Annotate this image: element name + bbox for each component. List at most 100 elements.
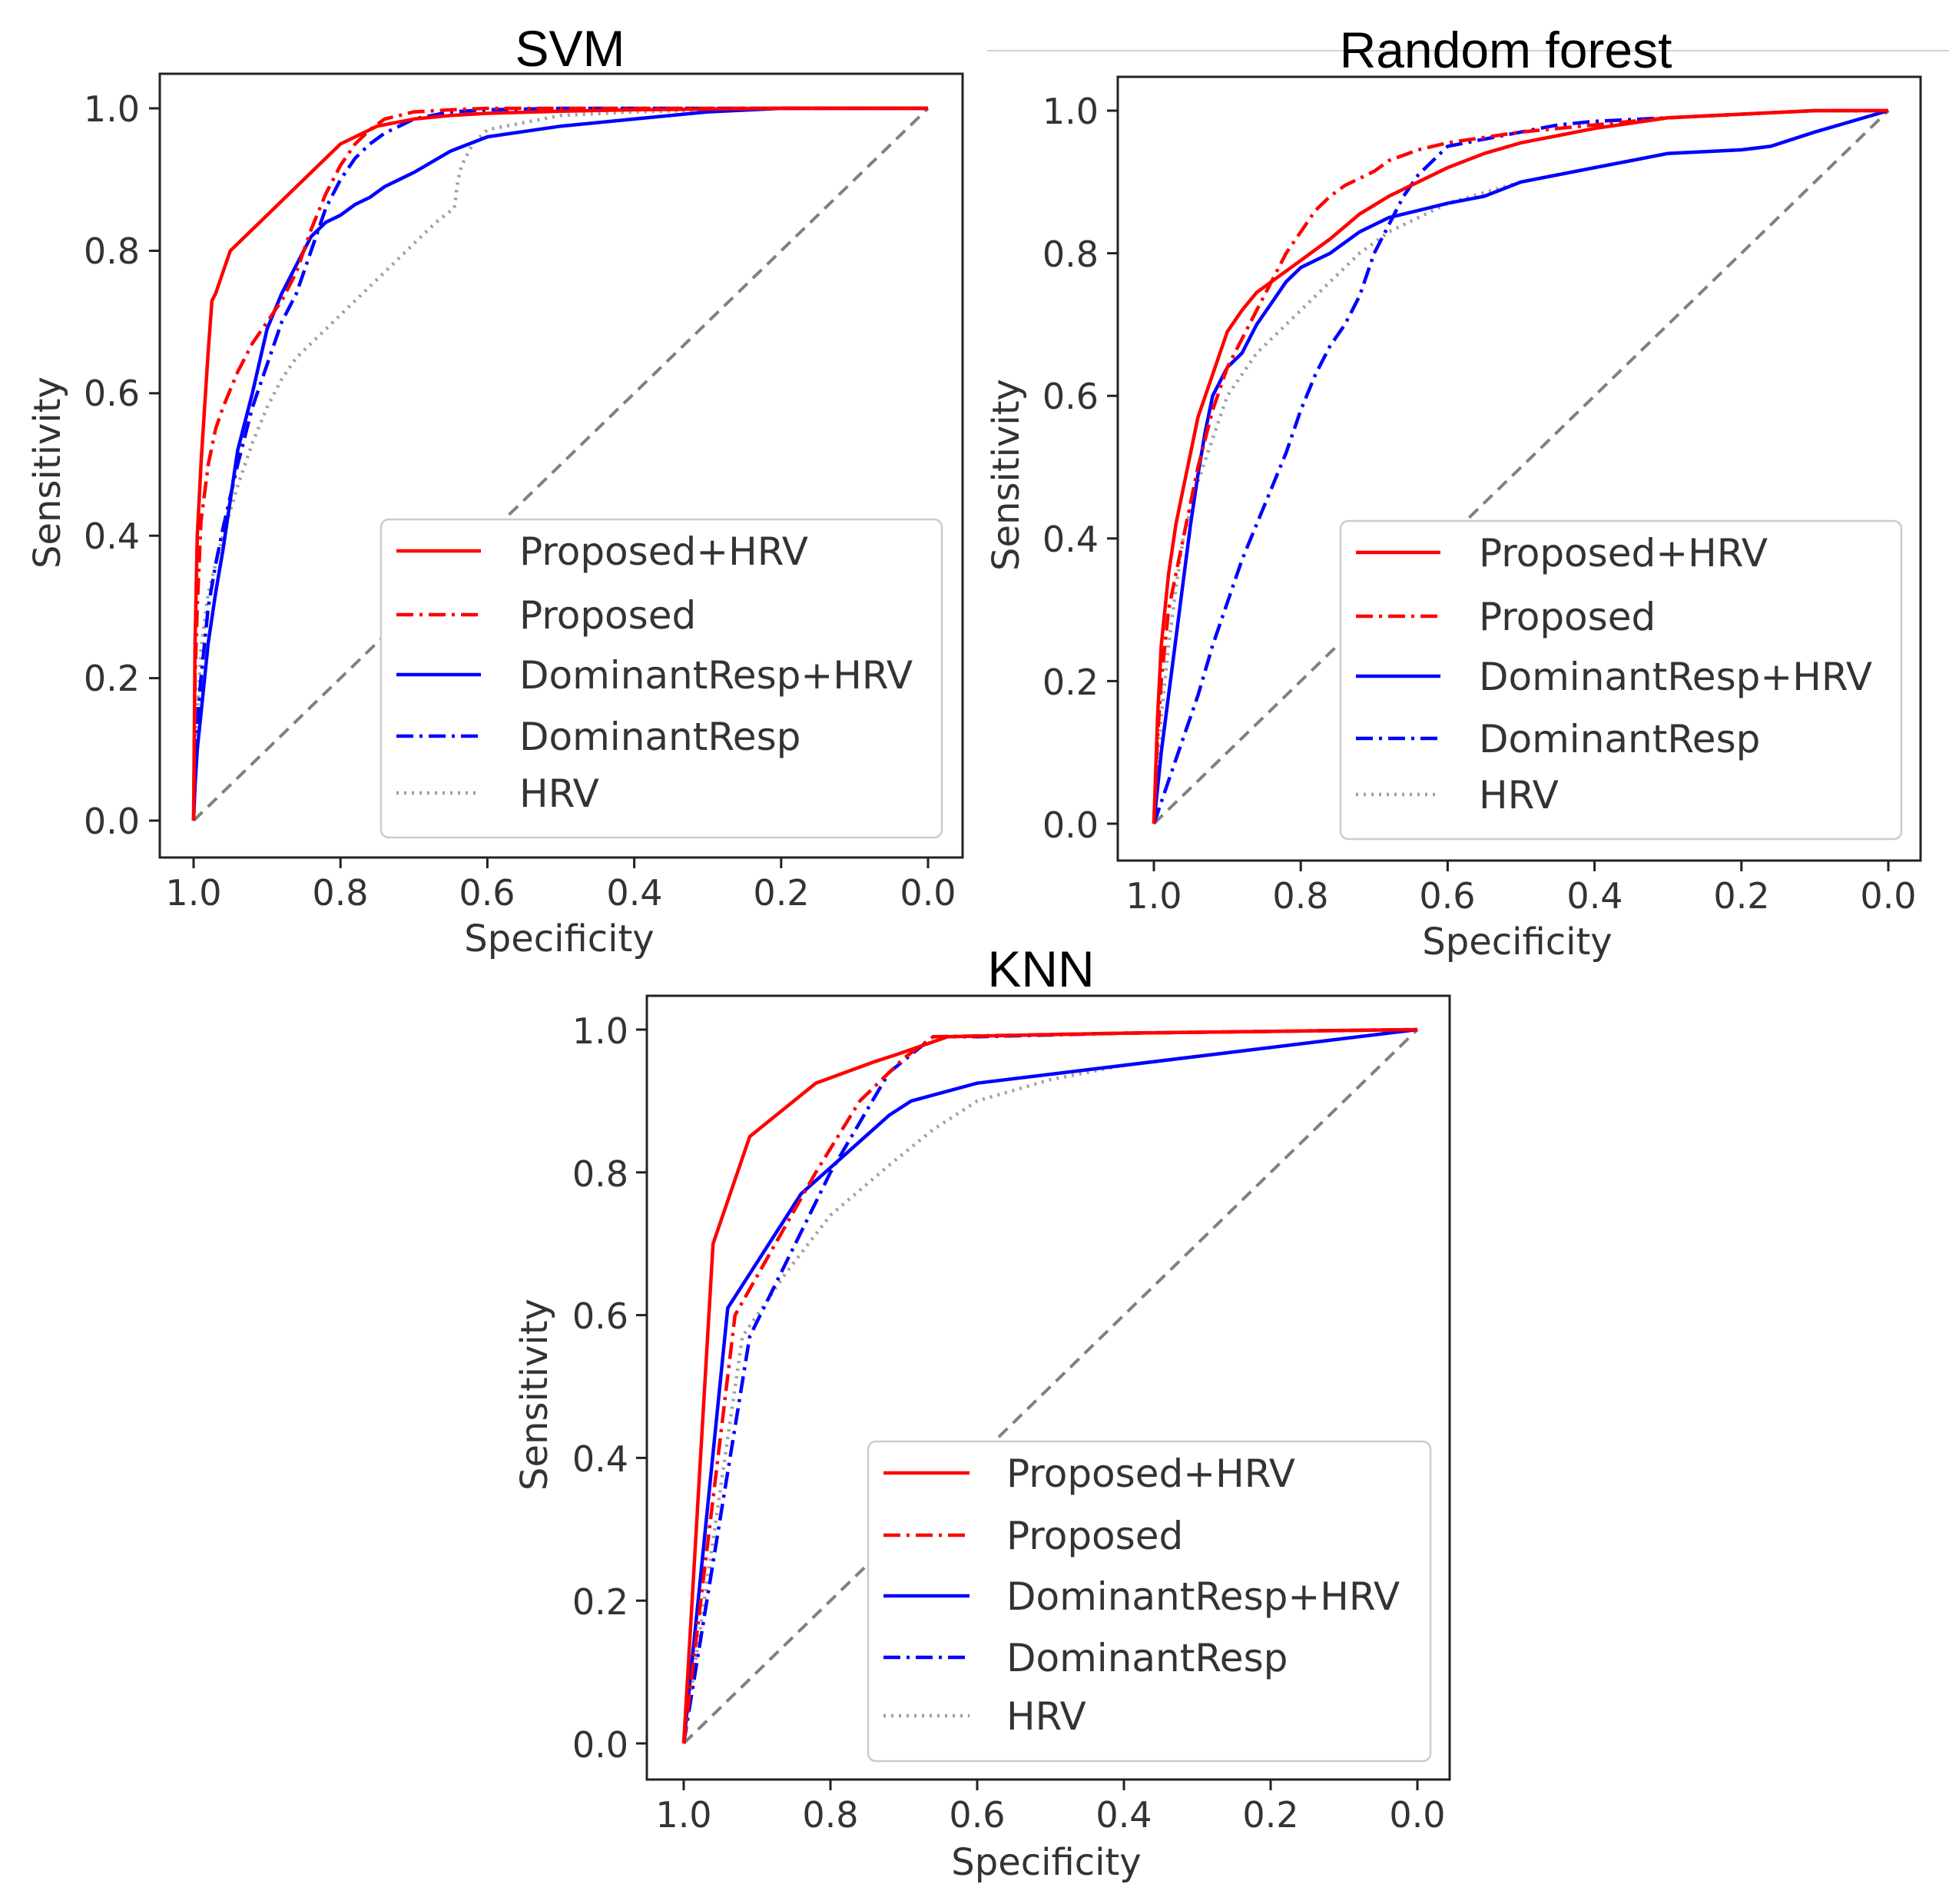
x-tick-label: 0.0 — [1389, 1794, 1445, 1836]
legend: Proposed+HRV Proposed DominantResp+HRV D… — [380, 518, 943, 839]
y-tick-label: 0.8 — [572, 1153, 628, 1195]
chance-line — [192, 107, 930, 822]
y-tick-label: 0.0 — [572, 1724, 628, 1766]
legend-entry: Proposed — [883, 1514, 1183, 1558]
legend-label: HRV — [1006, 1694, 1086, 1739]
x-tick-labels: 1.0 0.8 0.6 0.4 0.2 0.0 — [1125, 875, 1916, 917]
y-tick-label: 0.2 — [1042, 662, 1099, 703]
roc-curve-dominantresp-plus-hrv — [191, 106, 928, 821]
legend-label: Proposed+HRV — [519, 529, 808, 574]
x-tick-label: 1.0 — [655, 1794, 711, 1836]
x-axis-label: Specificity — [464, 917, 654, 960]
y-tick-label: 0.8 — [1042, 234, 1099, 275]
x-tick-label: 0.8 — [312, 872, 368, 914]
roc-curve-hrv — [191, 106, 928, 821]
x-tick-label: 0.6 — [949, 1794, 1005, 1836]
x-tick-label: 1.0 — [1125, 875, 1182, 917]
y-tick-labels: 0.0 0.2 0.4 0.6 0.8 1.0 — [1042, 91, 1099, 846]
x-tick-label: 0.0 — [900, 872, 956, 914]
legend-label: DominantResp — [1006, 1636, 1288, 1680]
x-tick-label: 1.0 — [165, 872, 221, 914]
legend-entry: HRV — [883, 1694, 1086, 1739]
legend-label: DominantResp+HRV — [1006, 1574, 1400, 1619]
y-axis-label: Sensitivity — [513, 1299, 556, 1491]
y-axis-label: Sensitivity — [985, 379, 1028, 571]
y-tick-label: 0.4 — [1042, 519, 1099, 560]
legend-entry: HRV — [396, 771, 599, 816]
legend-entry: DominantResp+HRV — [396, 653, 913, 698]
legend: Proposed+HRV Proposed DominantResp+HRV D… — [867, 1440, 1432, 1763]
y-tick-label: 0.6 — [1042, 376, 1099, 417]
legend-label: Proposed — [519, 593, 696, 638]
plot-frame — [158, 72, 964, 859]
legend-label: Proposed+HRV — [1006, 1451, 1295, 1496]
y-tick-labels: 0.0 0.2 0.4 0.6 0.8 1.0 — [84, 88, 140, 842]
legend-entry: Proposed — [1356, 595, 1656, 639]
plot-area — [1107, 108, 1890, 871]
y-tick-label: 0.8 — [84, 231, 140, 272]
y-tick-labels: 0.0 0.2 0.4 0.6 0.8 1.0 — [572, 1010, 628, 1766]
roc-curve-dominantresp-plus-hrv — [681, 1027, 1418, 1744]
y-tick-label: 0.0 — [1042, 804, 1099, 846]
y-tick-label: 0.4 — [572, 1438, 628, 1480]
legend-entry: Proposed — [396, 593, 696, 638]
roc-curve-dominantresp-plus-hrv — [1152, 108, 1889, 824]
chance-line — [1152, 109, 1890, 825]
roc-curve-proposed — [1152, 108, 1888, 824]
legend-label: HRV — [1479, 773, 1559, 818]
legend-label: Proposed — [1006, 1514, 1183, 1558]
y-tick-label: 0.6 — [572, 1295, 628, 1337]
roc-curve-dominantresp — [681, 1027, 1418, 1744]
legend-entry: Proposed+HRV — [883, 1451, 1295, 1496]
chart-knn: KNN 0.0 0.2 0.4 0.6 0.8 1.0 1.0 0.8 0.6 … — [513, 940, 1451, 1884]
x-tick-label: 0.8 — [802, 1794, 858, 1836]
roc-curve-dominantresp — [1152, 108, 1888, 824]
plot-area — [636, 1027, 1419, 1790]
legend-entry: Proposed+HRV — [396, 529, 808, 574]
y-tick-label: 0.0 — [84, 801, 140, 842]
legend-label: Proposed+HRV — [1479, 531, 1768, 576]
plot-frame — [645, 994, 1451, 1781]
legend-entry: DominantResp — [883, 1636, 1288, 1680]
legend-entry: DominantResp+HRV — [883, 1574, 1400, 1619]
x-tick-label: 0.6 — [1419, 875, 1475, 917]
legend-label: HRV — [519, 771, 599, 816]
y-tick-label: 1.0 — [572, 1010, 628, 1052]
legend-label: DominantResp+HRV — [519, 653, 913, 698]
chart-title: Random forest — [1340, 22, 1672, 78]
y-tick-label: 1.0 — [1042, 91, 1099, 132]
x-tick-label: 0.2 — [1242, 1794, 1298, 1836]
x-tick-label: 0.6 — [459, 872, 515, 914]
plot-frame — [1116, 75, 1922, 862]
x-axis-label: Specificity — [951, 1841, 1141, 1884]
legend-entry: DominantResp+HRV — [1356, 655, 1872, 699]
legend-entry: DominantResp — [396, 715, 800, 759]
legend-label: Proposed — [1479, 595, 1656, 639]
roc-curve-proposed-plus-hrv — [681, 1027, 1418, 1744]
y-tick-label: 0.2 — [572, 1581, 628, 1623]
x-tick-label: 0.2 — [753, 872, 809, 914]
y-tick-label: 0.6 — [84, 373, 140, 414]
chance-line — [682, 1028, 1419, 1745]
y-axis-label: Sensitivity — [26, 376, 69, 569]
x-tick-label: 0.0 — [1860, 875, 1916, 917]
x-tick-label: 0.4 — [1095, 1794, 1152, 1836]
roc-curve-proposed — [191, 106, 928, 821]
chart-title: KNN — [987, 940, 1094, 997]
chart-random-forest: Random forest 0.0 0.2 0.4 0.6 0.8 1.0 1.… — [985, 22, 1922, 964]
x-tick-labels: 1.0 0.8 0.6 0.4 0.2 0.0 — [655, 1794, 1445, 1836]
plot-area — [149, 106, 930, 868]
legend-label: DominantResp — [519, 715, 800, 759]
legend-box — [867, 1440, 1432, 1763]
legend-entry: DominantResp — [1356, 717, 1760, 761]
x-tick-label: 0.2 — [1713, 875, 1769, 917]
legend: Proposed+HRV Proposed DominantResp+HRV D… — [1339, 519, 1903, 841]
roc-curve-proposed-plus-hrv — [191, 106, 928, 821]
chart-svm: SVM 0.0 0.2 0.4 0.6 0.8 1.0 1.0 0.8 0.6 … — [26, 20, 964, 960]
y-tick-label: 0.2 — [84, 658, 140, 699]
y-tick-label: 1.0 — [84, 88, 140, 130]
legend-box — [1339, 519, 1903, 841]
legend-entry: Proposed+HRV — [1356, 531, 1768, 576]
x-tick-label: 0.4 — [1566, 875, 1623, 917]
